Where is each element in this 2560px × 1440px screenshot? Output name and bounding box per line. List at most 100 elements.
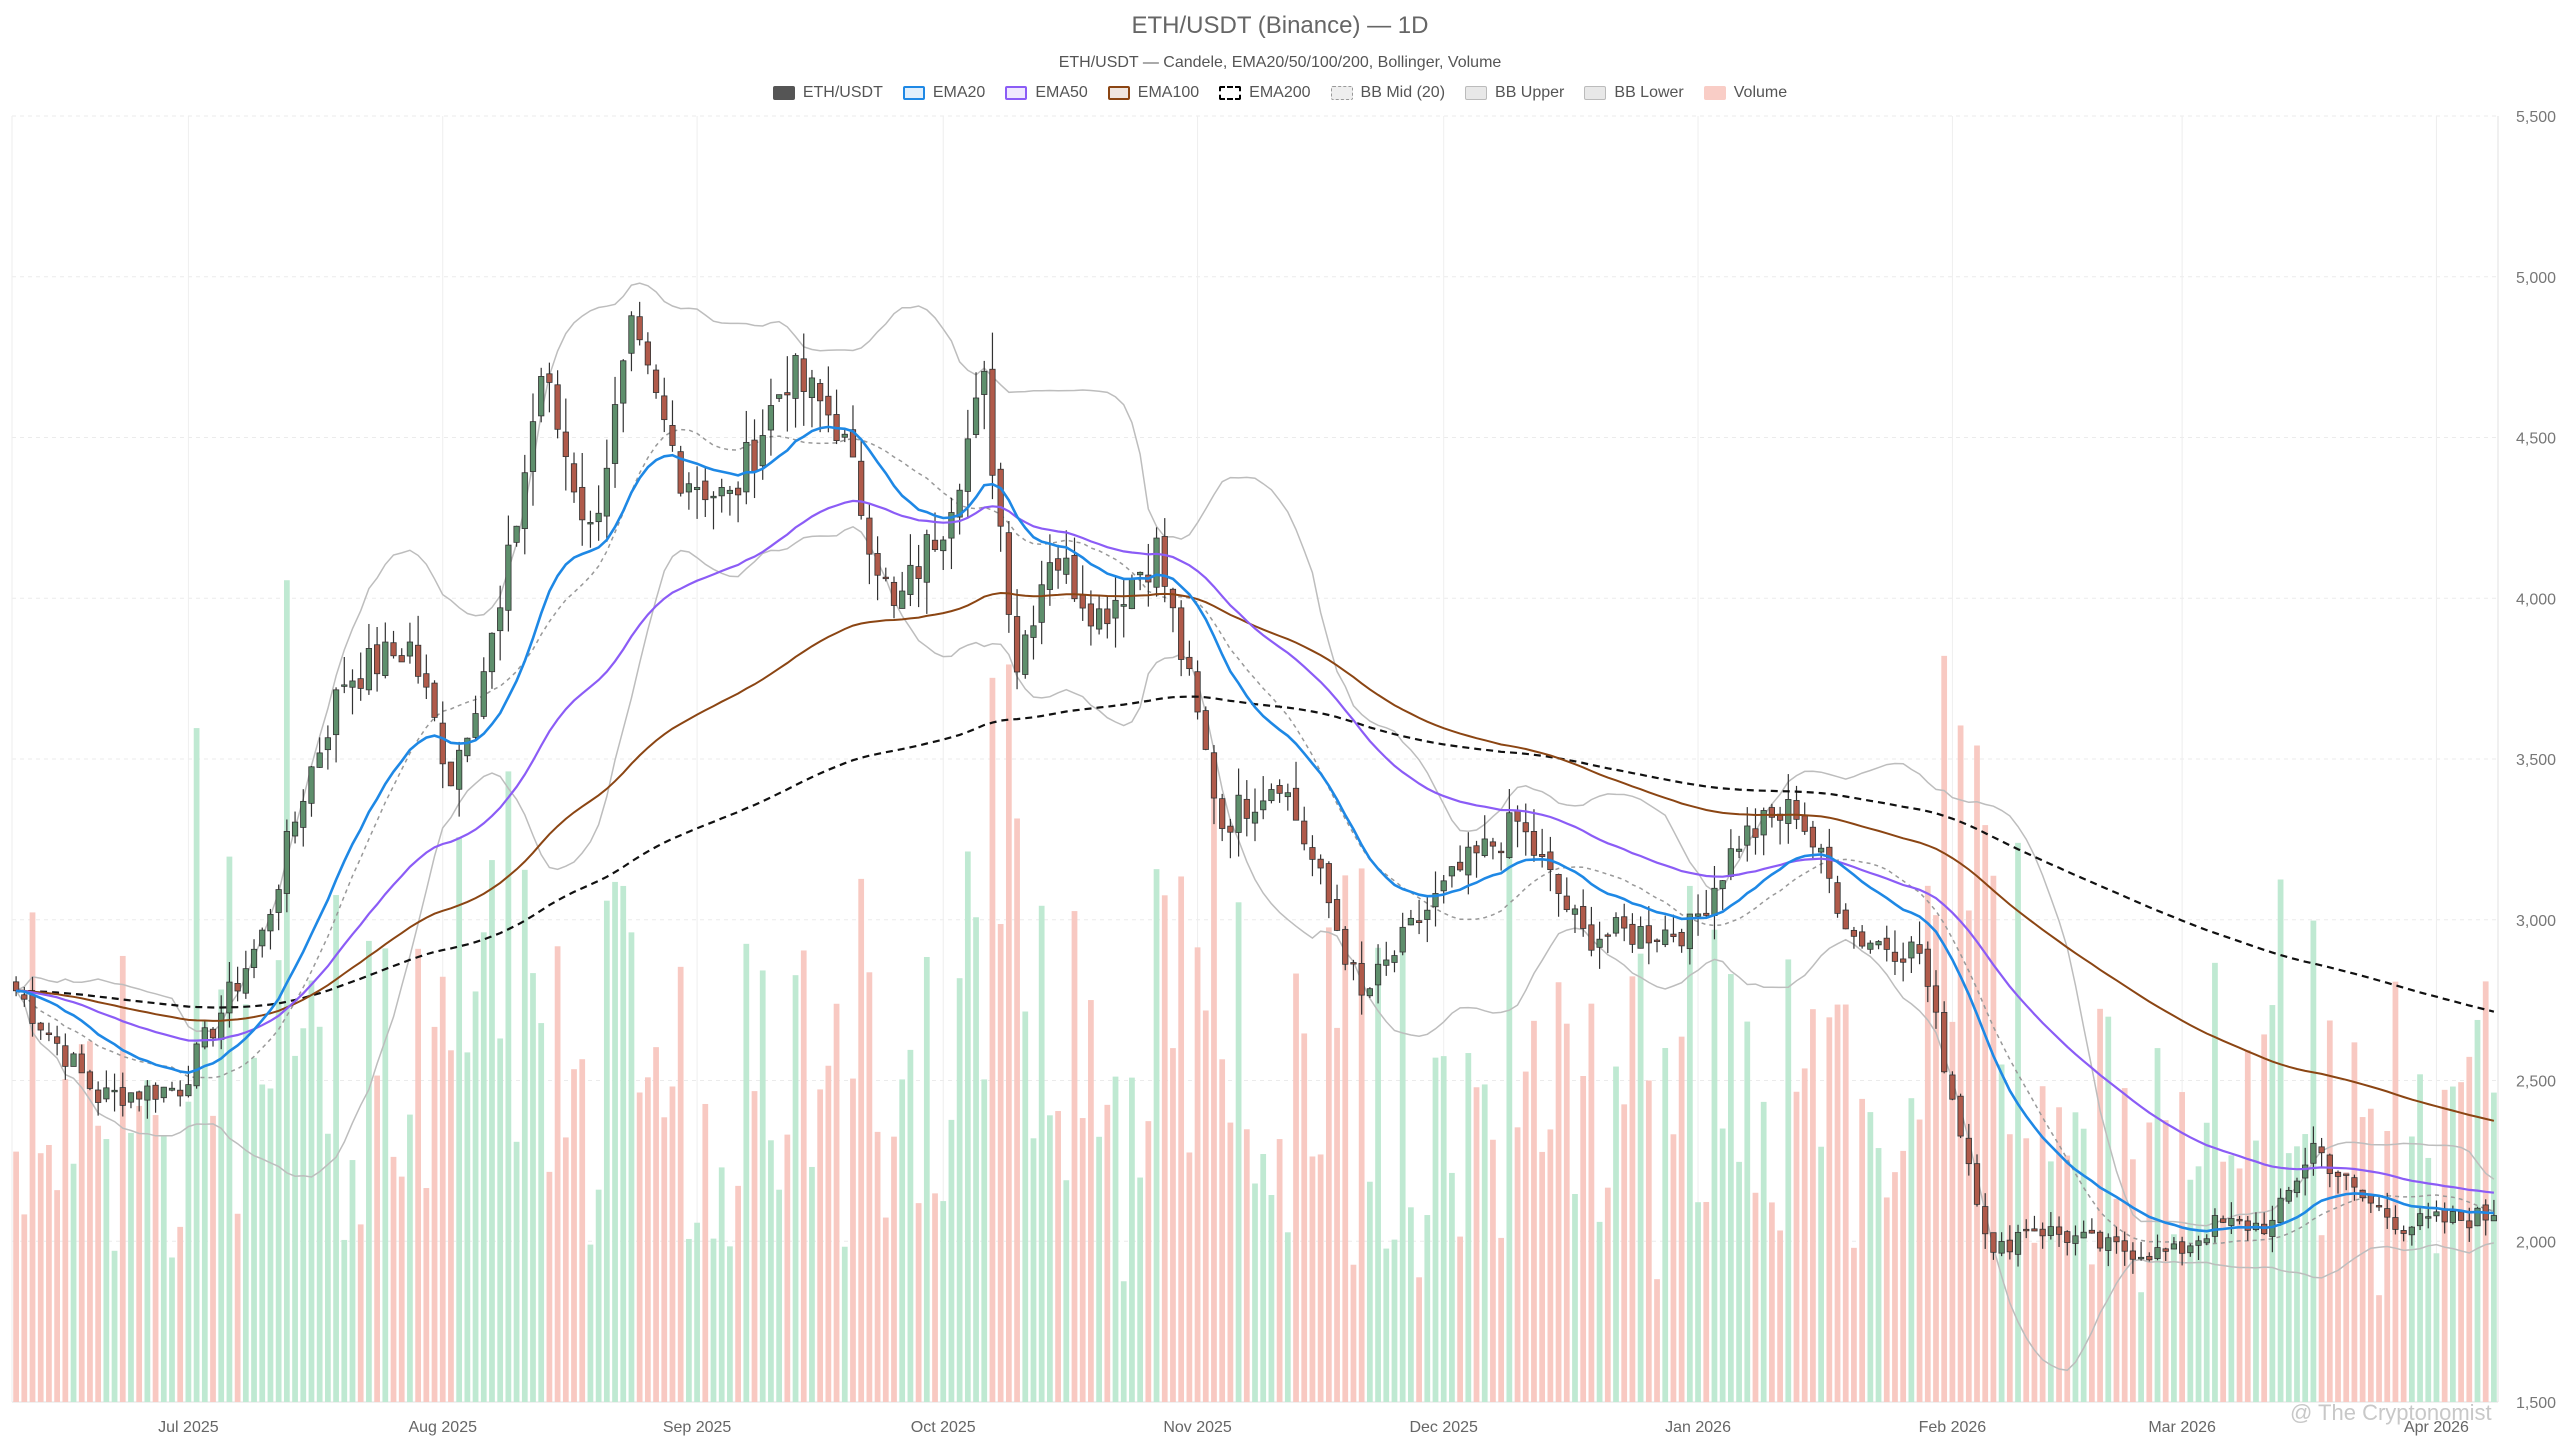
volume-bar: [37, 1153, 44, 1402]
volume-bar: [669, 1086, 676, 1402]
candle-body: [628, 315, 635, 354]
candle-body: [1604, 934, 1611, 937]
volume-bar: [694, 1222, 700, 1402]
candle-body: [2449, 1211, 2456, 1223]
candle-body: [1629, 923, 1636, 945]
volume-bar: [899, 1079, 906, 1402]
volume-bar: [768, 1140, 774, 1402]
volume-bar: [2212, 962, 2218, 1402]
candle-body: [931, 539, 939, 551]
candle-body: [1120, 604, 1127, 607]
ema50-line: [16, 499, 2495, 1194]
candle-body: [1104, 608, 1111, 625]
candle-body: [2285, 1189, 2292, 1202]
volume-bar: [923, 956, 930, 1402]
candle-body: [1137, 571, 1144, 576]
candle-body: [1022, 634, 1029, 675]
candle-body: [2195, 1240, 2202, 1246]
candle-body: [1760, 810, 1767, 836]
candle-body: [447, 761, 455, 787]
volume-bar: [87, 1041, 93, 1402]
candle-body: [1908, 941, 1915, 959]
volume-bar: [1990, 875, 1997, 1402]
candle-body: [620, 360, 627, 404]
legend-swatch: [1703, 86, 1726, 100]
legend-label: EMA200: [1249, 84, 1311, 101]
legend-swatch: [1584, 86, 1607, 100]
candle-body: [62, 1045, 69, 1067]
volume-bar: [1112, 1076, 1119, 1402]
candle-body: [119, 1087, 126, 1106]
candle-body: [12, 981, 20, 992]
candle-body: [1301, 820, 1308, 845]
candle-body: [644, 341, 651, 366]
candle-body: [1826, 846, 1833, 879]
legend-swatch: [1107, 86, 1130, 100]
volume-bar: [1457, 1236, 1463, 1402]
candle-body: [415, 644, 422, 677]
volume-bar: [1022, 1011, 1029, 1402]
volume-bar: [858, 878, 865, 1402]
candle-body: [874, 553, 881, 576]
volume-bar: [1982, 825, 1989, 1402]
volume-bar: [776, 1189, 783, 1402]
volume-bar: [29, 912, 36, 1402]
candle-body: [2293, 1180, 2301, 1194]
volume-bar: [2113, 1198, 2120, 1402]
candle-body: [70, 1053, 77, 1067]
candle-body: [1809, 826, 1817, 848]
candle-body: [2006, 1239, 2013, 1253]
candle-body: [2031, 1228, 2038, 1232]
volume-bar: [2023, 1138, 2030, 1402]
legend-swatch: [772, 86, 795, 100]
volume-bar: [1424, 1215, 1431, 1402]
volume-bar: [316, 1026, 323, 1402]
candle-body: [1539, 854, 1546, 857]
candle-body: [636, 316, 643, 341]
candle-body: [2457, 1211, 2465, 1221]
candle-body: [767, 405, 775, 431]
candle-body: [1875, 941, 1882, 946]
candle-body: [127, 1092, 135, 1103]
candle-body: [2343, 1173, 2350, 1176]
candle-body: [1424, 909, 1431, 920]
volume-bar: [2450, 1086, 2456, 1402]
candle-body: [423, 673, 430, 688]
y-tick-label: 4,500: [2516, 431, 2556, 448]
volume-bar: [579, 1059, 586, 1402]
volume-bar: [2080, 1128, 2087, 1402]
candle-body: [1268, 789, 1275, 802]
candle-body: [1284, 792, 1291, 798]
candle-body: [1038, 584, 1045, 623]
candle-body: [54, 1036, 61, 1044]
candle-body: [2170, 1243, 2178, 1250]
candle-body: [1219, 798, 1226, 829]
volume-bar: [341, 1239, 348, 1402]
volume-bar: [275, 960, 282, 1402]
candle-body: [1818, 847, 1825, 853]
candle-body: [1366, 988, 1373, 997]
candle-body: [456, 749, 463, 790]
volume-bar: [1449, 1172, 1455, 1402]
candle-body: [907, 564, 914, 595]
volume-bar: [677, 966, 684, 1402]
volume-bar: [423, 1188, 430, 1402]
candle-body: [2490, 1215, 2498, 1222]
volume-bar: [1637, 953, 1644, 1402]
candle-body: [1596, 938, 1603, 948]
volume-bar: [1826, 1017, 1833, 1402]
candle-body: [275, 889, 282, 913]
volume-bar: [1883, 1197, 1890, 1402]
volume-bar: [1375, 947, 1381, 1402]
volume-bar: [1736, 1161, 1742, 1402]
candle-body: [1793, 800, 1800, 820]
volume-bar: [325, 1133, 331, 1402]
candle-body: [538, 376, 545, 417]
volume-bar: [554, 946, 561, 1402]
volume-bar: [1744, 1021, 1751, 1402]
volume-bar: [513, 1141, 520, 1402]
candle-body: [349, 680, 356, 688]
volume-bar: [1695, 1202, 1701, 1402]
volume-bar: [1933, 915, 1939, 1402]
volume-bar: [46, 1144, 52, 1402]
